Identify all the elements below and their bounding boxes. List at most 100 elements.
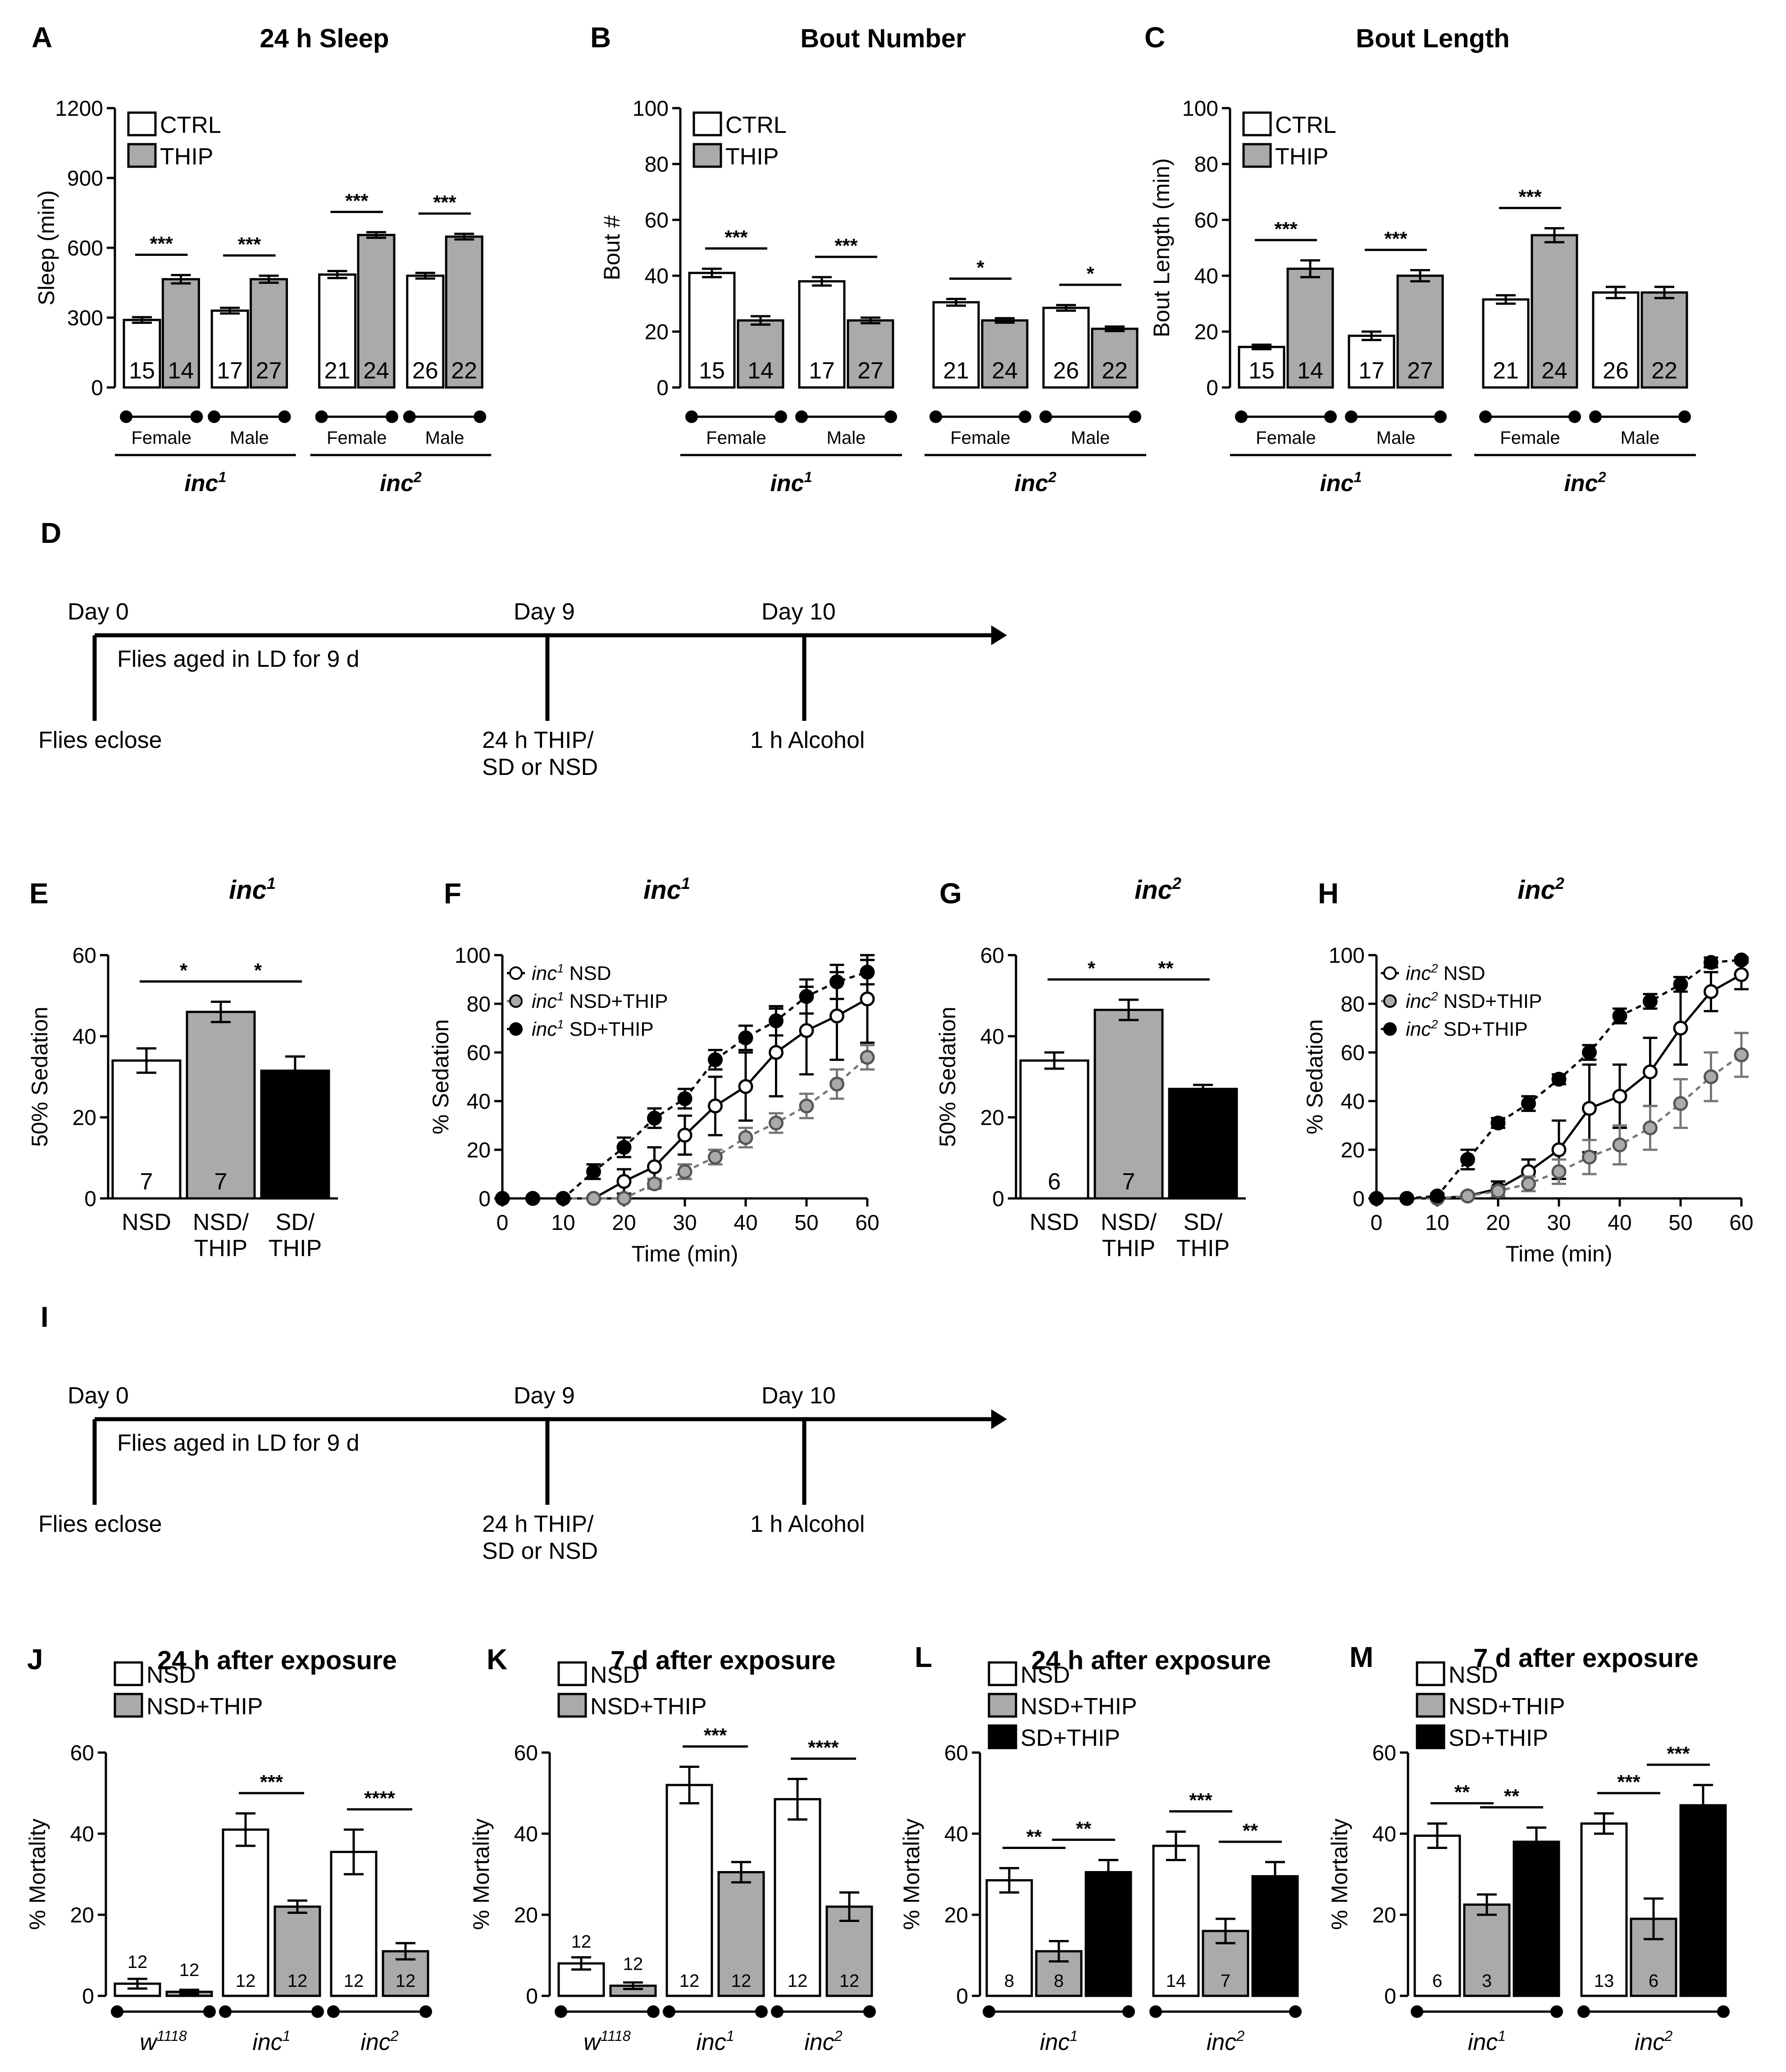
subgroup-dot-C	[1568, 410, 1581, 423]
legend-swatch-K	[557, 1661, 587, 1686]
bar-B	[737, 319, 784, 389]
n-label-E: 7	[214, 1169, 228, 1195]
data-point-F	[799, 1098, 814, 1114]
legend-label-M: NSD	[1449, 1662, 1498, 1688]
y-tick-label-K: 40	[514, 1822, 538, 1846]
legend-swatch-M	[1416, 1661, 1445, 1686]
data-point-H	[1704, 955, 1718, 970]
y-tick-label-E: 0	[84, 1187, 96, 1211]
genotype-label-C-sup: 2	[1598, 469, 1606, 485]
y-tick-label-F: 20	[467, 1138, 491, 1162]
y-tick-label-M: 20	[1372, 1904, 1396, 1927]
y-tick-label-F: 0	[478, 1187, 491, 1211]
n-label-K: 12	[788, 1971, 808, 1991]
genotype-label-L-base: inc	[1040, 2029, 1070, 2055]
n-label-B: 14	[747, 358, 774, 384]
y-tick-label-B: 40	[645, 264, 669, 288]
data-point-F	[769, 1116, 784, 1131]
n-label-C: 24	[1541, 358, 1567, 384]
legend-label-L: SD+THIP	[1021, 1725, 1120, 1751]
significance-label-M: **	[1504, 1785, 1520, 1808]
panel-letter-L: L	[915, 1641, 932, 1673]
n-label-K: 12	[839, 1971, 860, 1991]
genotype-label-M-base: inc	[1468, 2029, 1498, 2055]
y-tick-label-C: 80	[1194, 153, 1218, 177]
y-tick-label-G: 0	[992, 1187, 1004, 1211]
legend-label-H-base: inc	[1406, 1018, 1431, 1040]
legend-swatch-K	[557, 1693, 587, 1718]
genotype-label-J: inc1	[252, 2028, 290, 2055]
x-tick-label-G: THIP	[1102, 1235, 1155, 1261]
bar-B	[981, 319, 1029, 389]
legend-label-F-sup: 1	[557, 961, 564, 975]
x-tick-label-F: 40	[734, 1211, 757, 1235]
n-label-C: 21	[1493, 358, 1519, 384]
legend-label-H-base: inc	[1406, 962, 1431, 984]
bar-B	[847, 319, 894, 389]
x-tick-label-H: 30	[1547, 1211, 1571, 1235]
x-tick-label-E: SD/	[276, 1209, 315, 1235]
significance-label-B: *	[1086, 263, 1094, 285]
y-axis-label-L: % Mortality	[899, 1818, 924, 1930]
subgroup-dot-B	[685, 410, 698, 423]
genotype-label-K-base: w	[583, 2029, 602, 2055]
significance-label-J: ***	[260, 1771, 283, 1793]
panel-title-H-base: inc	[1517, 875, 1555, 905]
genotype-label-M-sup: 1	[1498, 2028, 1506, 2044]
legend-swatch-B	[693, 111, 722, 137]
x-tick-label-H: 60	[1729, 1211, 1753, 1235]
n-label-A: 24	[363, 358, 389, 384]
y-axis-label-H: % Sedation	[1302, 1019, 1327, 1134]
significance-label-L: ***	[1189, 1790, 1212, 1812]
n-label-A: 21	[324, 358, 351, 384]
n-label-K: 12	[623, 1954, 643, 1974]
data-point-H	[1734, 967, 1749, 982]
panel-title-E-base: inc	[229, 875, 267, 905]
panel-title-F: inc1	[643, 874, 690, 905]
legend-label-F: inc1 SD+THIP	[532, 1017, 654, 1040]
significance-label-K: ****	[808, 1737, 839, 1759]
panel-letter-M: M	[1349, 1641, 1373, 1673]
n-label-C: 27	[1407, 358, 1433, 384]
y-axis-label-G: 50% Sedation	[935, 1006, 960, 1147]
bar-C	[1238, 346, 1285, 389]
panel-title-J: 24 h after exposure	[157, 1646, 397, 1675]
n-label-J: 12	[344, 1971, 364, 1991]
data-point-F	[556, 1191, 571, 1206]
legend-label-C: CTRL	[1275, 112, 1336, 138]
x-tick-label-F: 10	[551, 1211, 575, 1235]
genotype-label-J: w1118	[140, 2028, 187, 2055]
n-label-M: 6	[1432, 1971, 1442, 1991]
panel-title-M: 7 d after exposure	[1473, 1644, 1699, 1673]
y-axis-label-K: % Mortality	[469, 1818, 494, 1930]
panel-letter-H: H	[1318, 877, 1339, 910]
y-tick-label-G: 60	[980, 944, 1004, 968]
y-tick-label-H: 40	[1341, 1090, 1365, 1114]
n-label-A: 22	[451, 358, 477, 384]
genotype-label-C-sup: 1	[1354, 469, 1362, 485]
bar-L	[1152, 1844, 1200, 1997]
n-label-K: 12	[731, 1971, 752, 1991]
bar-A	[318, 273, 357, 389]
legend-marker-F	[509, 994, 523, 1008]
genotype-label-B-sup: 1	[804, 469, 812, 485]
y-tick-label-H: 60	[1341, 1041, 1365, 1065]
n-label-J: 12	[236, 1971, 256, 1991]
data-point-F	[586, 1164, 601, 1179]
legend-label-F-suffix: NSD+THIP	[564, 990, 668, 1012]
n-label-K: 12	[679, 1971, 700, 1991]
n-label-C: 15	[1248, 358, 1275, 384]
genotype-label-J-base: w	[140, 2029, 158, 2055]
legend-swatch-A	[127, 143, 157, 168]
data-point-F	[769, 1013, 784, 1029]
significance-label-B: *	[976, 256, 984, 278]
data-point-H	[1430, 1189, 1445, 1204]
timeline-day9-I: Day 9	[514, 1383, 575, 1409]
significance-label-L: **	[1076, 1818, 1092, 1840]
subgroup-label-B: Female	[706, 428, 766, 448]
genotype-label-J-sup: 2	[390, 2028, 399, 2044]
x-tick-label-G: NSD	[1030, 1209, 1079, 1235]
subgroup-label-A: Male	[230, 428, 269, 448]
bar-G	[1093, 1009, 1164, 1200]
genotype-label-K-sup: 1118	[601, 2028, 631, 2044]
